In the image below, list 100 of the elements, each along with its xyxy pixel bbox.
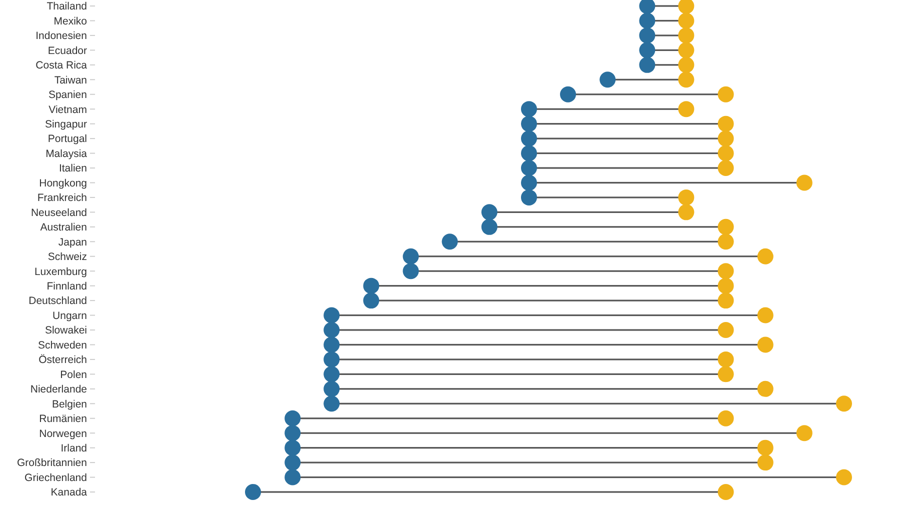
y-tick-label: Polen: [60, 368, 88, 381]
y-tick-label: Schweiz: [48, 251, 87, 264]
point: [402, 263, 419, 280]
point: [284, 469, 301, 486]
y-tick-label: Spanien: [48, 89, 88, 102]
y-tick-label: Neuseeland: [30, 206, 88, 219]
y-tick-label: Italien: [58, 162, 88, 175]
point: [796, 174, 812, 191]
point: [757, 307, 774, 324]
point: [324, 366, 340, 382]
y-tick-label: Schweden: [38, 339, 88, 352]
y-tick-label: Großbritannien: [16, 457, 88, 470]
point: [678, 72, 694, 88]
point: [402, 248, 419, 264]
point: [520, 189, 537, 206]
point: [324, 336, 340, 353]
point: [442, 234, 458, 250]
y-tick-label: Australien: [40, 222, 88, 234]
point: [520, 130, 537, 147]
point: [600, 72, 616, 88]
point: [718, 366, 734, 382]
point: [678, 189, 694, 206]
point: [284, 425, 301, 442]
point: [678, 27, 694, 44]
y-tick-label: Taiwan: [54, 74, 88, 86]
y-tick-label: Irland: [60, 442, 88, 454]
point: [718, 351, 734, 368]
point: [836, 469, 852, 486]
point: [481, 218, 498, 235]
point: [324, 351, 340, 368]
y-tick-label: Rumänien: [39, 413, 88, 426]
y-tick-label: Österreich: [38, 354, 88, 366]
point: [324, 396, 340, 412]
point: [718, 278, 734, 294]
point: [718, 263, 734, 280]
point: [639, 27, 656, 44]
point: [718, 410, 734, 426]
point: [757, 336, 774, 353]
point: [718, 86, 734, 102]
y-tick-label: Vietnam: [48, 104, 88, 116]
point: [678, 42, 694, 58]
point: [718, 160, 734, 176]
y-tick-label: Norwegen: [39, 428, 88, 440]
y-tick-label: Japan: [58, 236, 88, 248]
y-tick-label: Kanada: [50, 486, 88, 499]
y-tick-label: Singapur: [44, 118, 88, 130]
point: [639, 12, 656, 29]
point: [520, 160, 537, 176]
point: [678, 101, 694, 118]
y-tick-label: Thailand: [46, 0, 88, 13]
point: [324, 322, 340, 338]
y-tick-label: Niederlande: [30, 384, 88, 396]
point: [245, 484, 261, 500]
point: [560, 86, 576, 102]
point: [284, 410, 301, 426]
point: [718, 322, 734, 338]
y-tick-label: Portugal: [48, 133, 87, 146]
point: [284, 454, 301, 471]
y-tick-label: Malaysia: [46, 148, 88, 160]
point: [678, 204, 694, 220]
y-tick-label: Luxemburg: [34, 266, 88, 278]
point: [284, 440, 301, 456]
point: [757, 440, 774, 456]
y-tick-label: Ungarn: [52, 310, 88, 322]
point: [324, 307, 340, 324]
point: [520, 174, 537, 191]
y-tick-label: Slowakei: [44, 324, 87, 337]
point: [718, 116, 734, 132]
y-tick-label: Griechenland: [24, 472, 88, 484]
point: [718, 145, 734, 162]
y-tick-label: Deutschland: [28, 295, 88, 308]
point: [836, 396, 852, 412]
point: [757, 454, 774, 471]
point: [481, 204, 498, 220]
point: [678, 56, 694, 73]
point: [718, 292, 734, 309]
point: [363, 278, 380, 294]
y-tick-label: Finnland: [46, 280, 88, 292]
y-tick-label: Ecuador: [48, 44, 88, 57]
y-tick-label: Frankreich: [37, 192, 88, 204]
y-tick-label: Belgien: [52, 398, 88, 410]
point: [520, 116, 537, 132]
point: [639, 56, 656, 73]
point: [718, 218, 734, 235]
y-tick-label: Hongkong: [39, 177, 88, 190]
point: [520, 101, 537, 118]
y-tick-label: Costa Rica: [36, 60, 88, 72]
point: [363, 292, 380, 309]
y-tick-label: Indonesien: [36, 30, 88, 42]
point: [757, 380, 774, 397]
point: [639, 42, 656, 58]
point: [757, 248, 774, 264]
point: [718, 234, 734, 250]
y-tick-label: Mexiko: [54, 15, 88, 28]
point: [796, 425, 812, 442]
point: [678, 12, 694, 29]
point: [520, 145, 537, 162]
point: [324, 380, 340, 397]
point: [718, 130, 734, 147]
point: [718, 484, 734, 500]
